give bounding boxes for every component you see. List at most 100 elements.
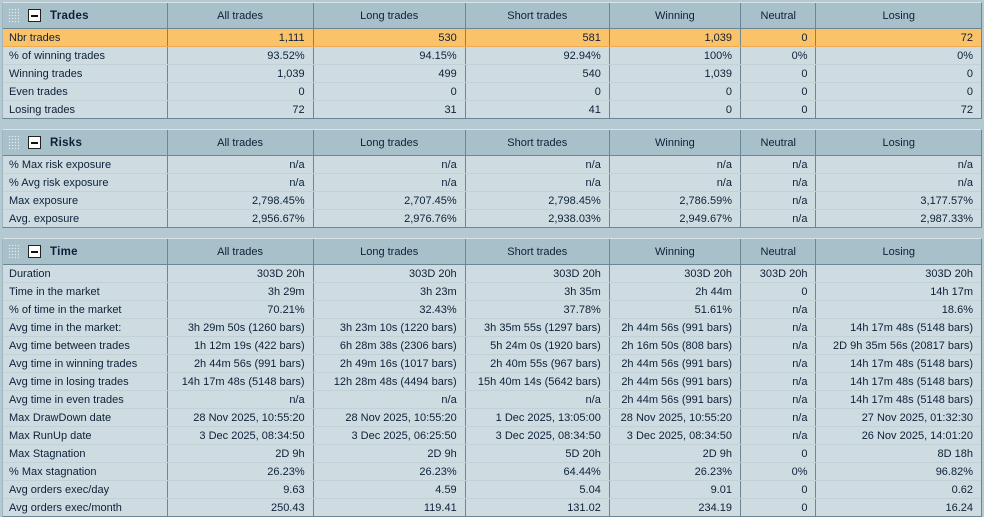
table-cell: 0 bbox=[739, 100, 816, 118]
table-cell: 51.61% bbox=[608, 300, 741, 319]
table-cell: 28 Nov 2025, 10:55:20 bbox=[166, 408, 314, 427]
table-row[interactable]: Even trades 0 0 0 0 0 0 bbox=[3, 82, 981, 101]
table-cell: 2h 16m 50s (808 bars) bbox=[608, 336, 741, 355]
panel-trades: Trades All trades Long trades Short trades W… bbox=[2, 2, 982, 119]
table-row[interactable]: Avg time in the market: 3h 29m 50s (1260 … bbox=[3, 318, 981, 337]
table-row[interactable]: % Max risk exposure n/a n/a n/a n/a n/a n/a bbox=[3, 155, 981, 174]
table-row[interactable]: Time in the market 3h 29m 3h 23m 3h 35m 2h 4… bbox=[3, 282, 981, 301]
table-row[interactable]: Duration 303D 20h 303D 20h 303D 20h 303D 20h… bbox=[3, 264, 981, 283]
table-cell: n/a bbox=[464, 390, 610, 409]
table-cell: n/a bbox=[739, 191, 816, 210]
table-cell: 3 Dec 2025, 06:25:50 bbox=[312, 426, 466, 445]
table-cell: n/a bbox=[739, 155, 816, 174]
table-cell: 0 bbox=[815, 64, 981, 83]
row-label: Losing trades bbox=[3, 100, 167, 118]
table-cell: 0% bbox=[815, 46, 981, 65]
table-row[interactable]: Nbr trades 1,111 530 581 1,039 0 72 bbox=[3, 28, 981, 47]
drag-handle-icon[interactable] bbox=[8, 243, 21, 260]
table-row[interactable]: % of time in the market 70.21% 32.43% 37.78… bbox=[3, 300, 981, 319]
table-cell: 31 bbox=[312, 100, 466, 118]
table-cell: 70.21% bbox=[166, 300, 314, 319]
collapse-button[interactable] bbox=[28, 136, 41, 149]
table-cell: n/a bbox=[312, 155, 466, 174]
table-cell: 64.44% bbox=[464, 462, 610, 481]
table-row[interactable]: Avg time between trades 1h 12m 19s (422 b… bbox=[3, 336, 981, 355]
table-cell: 1 Dec 2025, 13:05:00 bbox=[464, 408, 610, 427]
row-label: Avg. exposure bbox=[3, 209, 167, 227]
table-cell: 0 bbox=[739, 282, 816, 301]
column-header-short-trades: Short trades bbox=[464, 3, 610, 29]
row-label: Time in the market bbox=[3, 282, 167, 301]
table-row[interactable]: Max exposure 2,798.45% 2,707.45% 2,798.45% 2… bbox=[3, 191, 981, 210]
table-cell: 26.23% bbox=[166, 462, 314, 481]
table-row[interactable]: Avg time in even trades n/a n/a n/a 2h 44m 5… bbox=[3, 390, 981, 409]
table-cell: n/a bbox=[815, 173, 981, 192]
table-cell: 3h 23m 10s (1220 bars) bbox=[312, 318, 466, 337]
table-cell: n/a bbox=[464, 173, 610, 192]
collapse-button[interactable] bbox=[28, 245, 41, 258]
table-row[interactable]: % Max stagnation 26.23% 26.23% 64.44% 26.23%… bbox=[3, 462, 981, 481]
table-cell: 14h 17m 48s (5148 bars) bbox=[815, 318, 981, 337]
table-cell: n/a bbox=[739, 354, 816, 373]
drag-handle-icon[interactable] bbox=[8, 7, 21, 24]
row-label: Nbr trades bbox=[3, 28, 167, 47]
table-cell: n/a bbox=[739, 372, 816, 391]
table-row[interactable]: Max DrawDown date 28 Nov 2025, 10:55:20 28… bbox=[3, 408, 981, 427]
table-row[interactable]: Avg. exposure 2,956.67% 2,976.76% 2,938.03%… bbox=[3, 209, 981, 227]
table-cell: 1,039 bbox=[166, 64, 314, 83]
row-label: % of time in the market bbox=[3, 300, 167, 319]
table-cell: 37.78% bbox=[464, 300, 610, 319]
table-cell: 72 bbox=[815, 100, 981, 118]
table-cell: 5D 20h bbox=[464, 444, 610, 463]
table-cell: 16.24 bbox=[815, 498, 981, 516]
row-label: Avg orders exec/day bbox=[3, 480, 167, 499]
table-cell: 2,786.59% bbox=[608, 191, 741, 210]
row-label: % Max stagnation bbox=[3, 462, 167, 481]
column-header-short-trades: Short trades bbox=[464, 239, 610, 265]
table-row[interactable]: Max Stagnation 2D 9h 2D 9h 5D 20h 2D 9h 0 8D 1… bbox=[3, 444, 981, 463]
table-cell: 250.43 bbox=[166, 498, 314, 516]
table-cell: 303D 20h bbox=[815, 264, 981, 283]
table-cell: 303D 20h bbox=[166, 264, 314, 283]
row-label: Max exposure bbox=[3, 191, 167, 210]
table-cell: 0% bbox=[739, 46, 816, 65]
section-header: Trades bbox=[3, 3, 167, 29]
table-row[interactable]: % Avg risk exposure n/a n/a n/a n/a n/a n/a bbox=[3, 173, 981, 192]
table-cell: 2,987.33% bbox=[815, 209, 981, 227]
row-label: Avg time in winning trades bbox=[3, 354, 167, 373]
row-label: Max RunUp date bbox=[3, 426, 167, 445]
table-cell: 4.59 bbox=[312, 480, 466, 499]
row-label: Max DrawDown date bbox=[3, 408, 167, 427]
table-cell: n/a bbox=[739, 300, 816, 319]
column-header-all-trades: All trades bbox=[166, 3, 314, 29]
table-row[interactable]: Avg orders exec/day 9.63 4.59 5.04 9.01 0 0.62 bbox=[3, 480, 981, 499]
column-header-all-trades: All trades bbox=[166, 130, 314, 156]
row-label: % Max risk exposure bbox=[3, 155, 167, 174]
table-row[interactable]: Max RunUp date 3 Dec 2025, 08:34:50 3 Dec … bbox=[3, 426, 981, 445]
table-cell: 0 bbox=[464, 82, 610, 101]
stats-table-trades: Trades All trades Long trades Short trades W… bbox=[3, 3, 981, 118]
table-row[interactable]: Avg time in winning trades 2h 44m 56s (99… bbox=[3, 354, 981, 373]
drag-handle-icon[interactable] bbox=[8, 134, 21, 151]
table-cell: 5.04 bbox=[464, 480, 610, 499]
table-cell: 2h 44m 56s (991 bars) bbox=[166, 354, 314, 373]
table-cell: 0 bbox=[815, 82, 981, 101]
table-row[interactable]: Avg orders exec/month 250.43 119.41 131.02 2… bbox=[3, 498, 981, 516]
table-cell: 0% bbox=[739, 462, 816, 481]
column-header-neutral: Neutral bbox=[739, 3, 816, 29]
table-cell: 3h 35m bbox=[464, 282, 610, 301]
table-row[interactable]: Avg time in losing trades 14h 17m 48s (51… bbox=[3, 372, 981, 391]
table-cell: 0 bbox=[739, 82, 816, 101]
table-row[interactable]: Losing trades 72 31 41 0 0 72 bbox=[3, 100, 981, 118]
table-row[interactable]: % of winning trades 93.52% 94.15% 92.94% 100… bbox=[3, 46, 981, 65]
table-cell: 2h 44m 56s (991 bars) bbox=[608, 372, 741, 391]
row-label: Duration bbox=[3, 264, 167, 283]
table-cell: 14h 17m 48s (5148 bars) bbox=[815, 354, 981, 373]
collapse-button[interactable] bbox=[28, 9, 41, 22]
section-header: Time bbox=[3, 239, 167, 265]
table-cell: 1,111 bbox=[166, 28, 314, 47]
table-cell: n/a bbox=[739, 336, 816, 355]
row-label: Winning trades bbox=[3, 64, 167, 83]
table-cell: 14h 17m bbox=[815, 282, 981, 301]
table-row[interactable]: Winning trades 1,039 499 540 1,039 0 0 bbox=[3, 64, 981, 83]
